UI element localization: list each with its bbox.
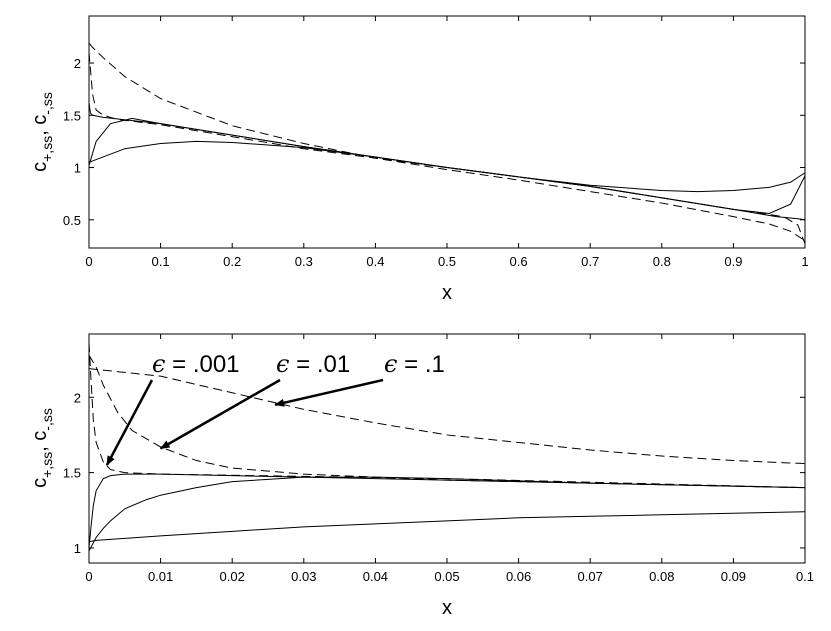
chart0-x-tick-label: 0.6 (510, 254, 528, 269)
chart0-y-tick-label: 2 (74, 56, 81, 71)
annotation-eps-001: ϵ = .001 (152, 350, 240, 378)
top-chart-series (88, 42, 806, 244)
chart0-x-tick-label: 0 (85, 254, 92, 269)
top-chart-y-label: c+,ss, c-,ss (29, 92, 55, 172)
chart0-series-1-line (88, 52, 806, 244)
chart1-series-2-line (88, 343, 806, 489)
annotation-arrow (105, 379, 154, 466)
chart1-x-tick-label: 0.01 (148, 569, 173, 584)
top-chart-y-ticks: 0.5 1 1.5 2 (63, 56, 805, 228)
annotation-eps-1: ϵ = .1 (384, 350, 445, 378)
bottom-chart-y-label: c+,ss, c-,ss (29, 408, 55, 488)
bottom-chart-x-label: x (442, 597, 452, 619)
chart1-x-tick-label: 0.05 (434, 569, 459, 584)
bottom-chart-series (88, 343, 806, 552)
annotation-arrows (105, 378, 384, 466)
bottom-chart-x-ticks: 0 0.01 0.02 0.03 0.04 0.05 0.06 0.07 0.08 0.09 0.1 (85, 334, 814, 584)
chart1-series-4-line (88, 476, 806, 552)
chart0-x-tick-label: 0.4 (366, 254, 384, 269)
annotation-arrow (159, 378, 281, 450)
chart0-x-tick-label: 0.5 (438, 254, 456, 269)
chart0-x-tick-label: 0.3 (295, 254, 313, 269)
chart1-x-tick-label: 0.02 (220, 569, 245, 584)
chart0-y-tick-label: 0.5 (63, 213, 81, 228)
chart1-x-tick-label: 0.06 (506, 569, 531, 584)
chart0-x-tick-label: 0.7 (581, 254, 599, 269)
bottom-chart: 0 0.01 0.02 0.03 0.04 0.05 0.06 0.07 0.08 0.09 0.1… (29, 333, 814, 619)
chart1-y-tick-label: 1.5 (63, 466, 81, 481)
chart0-x-tick-label: 0.9 (724, 254, 742, 269)
chart1-series-3-line (88, 473, 806, 548)
chart0-y-tick-label: 1.5 (63, 108, 81, 123)
chart1-y-tick-label: 1 (74, 541, 81, 556)
chart1-x-tick-label: 0.08 (649, 569, 674, 584)
chart1-x-tick-label: 0.1 (796, 569, 814, 584)
top-chart-x-ticks: 0 0.1 0.2 0.3 0.4 0.5 0.6 0.7 0.8 0.9 1 (85, 16, 809, 269)
annotation-eps-01: ϵ = .01 (276, 350, 350, 378)
top-chart-x-label: x (442, 282, 452, 304)
chart0-series-2-line (88, 102, 806, 221)
chart0-series-3-line (88, 117, 806, 215)
chart1-x-tick-label: 0.09 (721, 569, 746, 584)
chart1-series-0-line (88, 368, 806, 465)
annotation-arrow (274, 378, 384, 407)
chart1-series-5-line (88, 511, 806, 543)
chart0-x-tick-label: 0.1 (152, 254, 170, 269)
bottom-chart-y-ticks: 11.52 (63, 390, 805, 556)
chart1-y-tick-label: 2 (74, 390, 81, 405)
chart1-x-tick-label: 0.07 (578, 569, 603, 584)
chart0-series-4-line (88, 140, 806, 193)
chart0-x-tick-label: 0.2 (223, 254, 241, 269)
chart1-x-tick-label: 0.03 (291, 569, 316, 584)
chart0-x-tick-label: 1 (801, 254, 808, 269)
top-chart: 0 0.1 0.2 0.3 0.4 0.5 0.6 0.7 0.8 0.9 1 0.5 1 1.5 2 x… (29, 15, 809, 304)
top-chart-frame (88, 15, 806, 249)
chart0-x-tick-label: 0.8 (653, 254, 671, 269)
chart0-y-tick-label: 1 (74, 161, 81, 176)
chart1-x-tick-label: 0 (85, 569, 92, 584)
chart0-series-0-line (88, 42, 806, 242)
chart1-x-tick-label: 0.04 (363, 569, 388, 584)
